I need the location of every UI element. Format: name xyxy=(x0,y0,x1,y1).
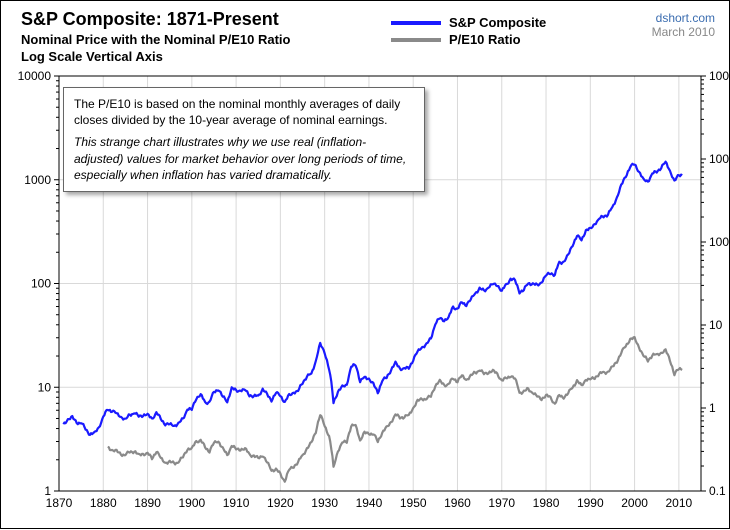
svg-text:100: 100 xyxy=(31,277,51,291)
svg-text:1960: 1960 xyxy=(444,496,471,510)
svg-text:1870: 1870 xyxy=(46,496,73,510)
svg-text:2000: 2000 xyxy=(621,496,648,510)
svg-text:1890: 1890 xyxy=(134,496,161,510)
svg-text:1000: 1000 xyxy=(24,173,51,187)
svg-text:1970: 1970 xyxy=(488,496,515,510)
annotation-line-1: The P/E10 is based on the nominal monthl… xyxy=(74,96,414,128)
svg-text:1990: 1990 xyxy=(577,496,604,510)
plot-svg: 1870 1880 1890 1900 1910 1920 1930 1940 1950 1960… xyxy=(1,1,730,530)
svg-text:1920: 1920 xyxy=(267,496,294,510)
svg-text:1930: 1930 xyxy=(311,496,338,510)
annotation-box: The P/E10 is based on the nominal monthl… xyxy=(63,87,425,192)
svg-text:1910: 1910 xyxy=(223,496,250,510)
svg-text:1950: 1950 xyxy=(400,496,427,510)
svg-text:0.1: 0.1 xyxy=(709,484,726,498)
svg-text:10: 10 xyxy=(38,380,52,394)
svg-text:100: 100 xyxy=(709,235,729,249)
svg-text:2010: 2010 xyxy=(666,496,693,510)
annotation-line-2: This strange chart illustrates why we us… xyxy=(74,134,414,183)
svg-text:1880: 1880 xyxy=(90,496,117,510)
svg-text:10: 10 xyxy=(709,318,723,332)
svg-text:10000: 10000 xyxy=(709,69,730,83)
svg-text:1: 1 xyxy=(709,401,716,415)
svg-text:1980: 1980 xyxy=(533,496,560,510)
svg-text:1000: 1000 xyxy=(709,152,730,166)
chart-container: S&P Composite: 1871-Present Nominal Pric… xyxy=(0,0,730,529)
svg-text:1900: 1900 xyxy=(178,496,205,510)
svg-text:1: 1 xyxy=(44,484,51,498)
svg-text:10000: 10000 xyxy=(18,69,52,83)
svg-text:1940: 1940 xyxy=(356,496,383,510)
